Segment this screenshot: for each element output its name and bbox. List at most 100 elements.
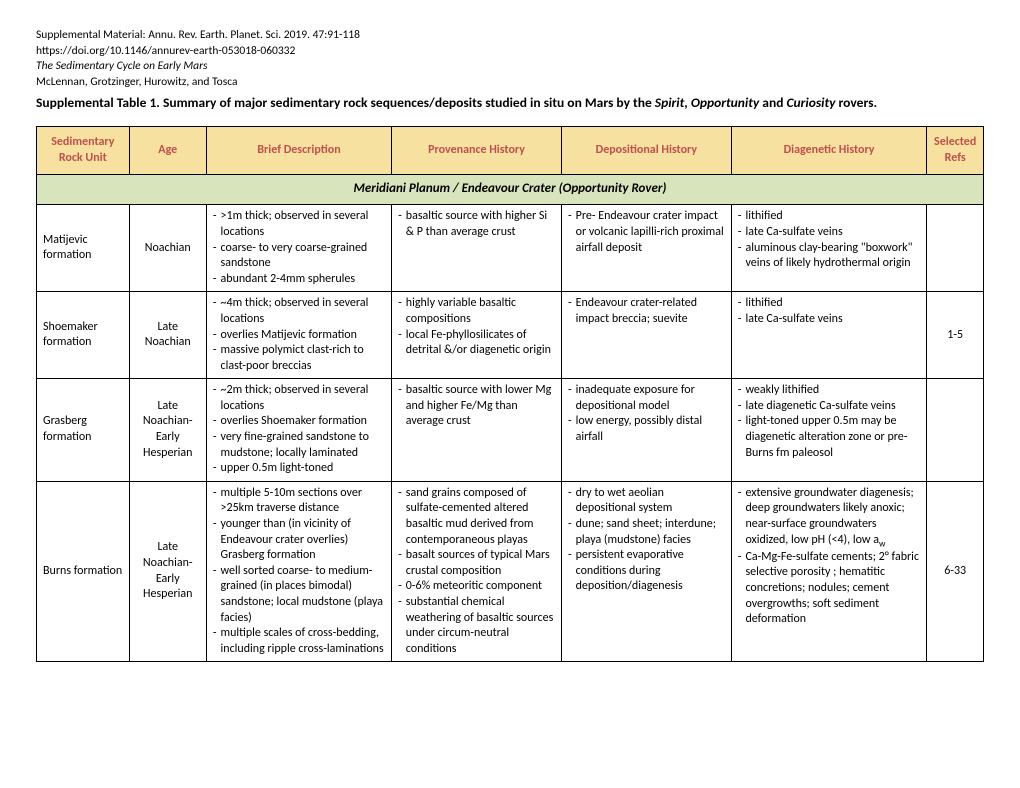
bullet-dash: - (213, 343, 221, 374)
bullet-dash: - (568, 296, 576, 327)
col-header-desc: Brief Description (206, 127, 391, 175)
col-header-unit: Sedimentary Rock Unit (37, 127, 130, 175)
bullet-item: -~2m thick; observed in several location… (213, 383, 385, 414)
bullet-text: sand grains composed of sulfate-cemented… (406, 486, 555, 548)
cell-list: -basaltic source with lower Mg and highe… (392, 379, 562, 482)
bullet-dash: - (568, 486, 576, 517)
cell-refs: 6-33 (927, 481, 984, 662)
cell-refs: 1-5 (927, 292, 984, 379)
col-header-dep: Depositional History (561, 127, 731, 175)
bullet-item: -sand grains composed of sulfate-cemente… (398, 486, 555, 548)
bullet-dash: - (738, 383, 746, 399)
col-header-refs: Selected Refs (927, 127, 984, 175)
bullet-item: -very fine-grained sandstone to mudstone… (213, 430, 385, 461)
title-part-g: rovers. (836, 94, 878, 111)
table-row: Matijevic formationNoachian->1m thick; o… (37, 205, 984, 292)
cell-list: -multiple 5-10m sections over >25km trav… (206, 481, 391, 662)
bullet-dash: - (738, 399, 746, 415)
bullet-text: coarse- to very coarse-grained sandstone (221, 241, 386, 272)
bullet-dash: - (213, 626, 221, 657)
bullet-dash: - (568, 548, 576, 595)
bullet-dash: - (568, 383, 576, 414)
cell-unit: Matijevic formation (37, 205, 130, 292)
cell-list: -highly variable basaltic compositions-l… (392, 292, 562, 379)
bullet-text: massive polymict clast-rich to clast-poo… (221, 343, 386, 374)
cell-list: -inadequate exposure for depositional mo… (561, 379, 731, 482)
bullet-dash: - (568, 517, 576, 548)
bullet-dash: - (738, 414, 746, 461)
table-body: Meridiani Planum / Endeavour Crater (Opp… (37, 175, 984, 662)
bullet-dash: - (213, 296, 221, 327)
bullet-text: substantial chemical weathering of basal… (406, 595, 555, 657)
bullet-text: ~4m thick; observed in several locations (221, 296, 386, 327)
bullet-text: Pre- Endeavour crater impact or volcanic… (576, 209, 725, 256)
cell-list: -Endeavour crater-related impact breccia… (561, 292, 731, 379)
bullet-item: -Ca-Mg-Fe-sulfate cements; 2° fabric sel… (738, 550, 921, 628)
cell-unit: Grasberg formation (37, 379, 130, 482)
bullet-text: overlies Matijevic formation (221, 328, 386, 344)
col-header-diag: Diagenetic History (731, 127, 927, 175)
cell-list: -weakly lithified-late diagenetic Ca-sul… (731, 379, 927, 482)
bullet-text: multiple 5-10m sections over >25km trave… (221, 486, 386, 517)
bullet-item: -substantial chemical weathering of basa… (398, 595, 555, 657)
bullet-item: -highly variable basaltic compositions (398, 296, 555, 327)
bullet-text: abundant 2-4mm spherules (221, 272, 386, 288)
bullet-item: -basaltic source with lower Mg and highe… (398, 383, 555, 430)
cell-list: ->1m thick; observed in several location… (206, 205, 391, 292)
title-rover-spirit: Spirit (655, 94, 684, 111)
bullet-item: -basalt sources of typical Mars crustal … (398, 548, 555, 579)
bullet-text: extensive groundwater diagenesis; deep g… (745, 486, 920, 550)
bullet-text: basalt sources of typical Mars crustal c… (406, 548, 555, 579)
bullet-dash: - (213, 272, 221, 288)
bullet-dash: - (213, 241, 221, 272)
bullet-item: -multiple 5-10m sections over >25km trav… (213, 486, 385, 517)
bullet-item: -massive polymict clast-rich to clast-po… (213, 343, 385, 374)
bullet-dash: - (398, 486, 406, 548)
bullet-item: -persistent evaporative conditions durin… (568, 548, 725, 595)
supplemental-table: Sedimentary Rock Unit Age Brief Descript… (36, 126, 984, 662)
bullet-text: ~2m thick; observed in several locations (221, 383, 386, 414)
bullet-text: late diagenetic Ca-sulfate veins (745, 399, 920, 415)
bullet-item: -lithified (738, 209, 921, 225)
bullet-item: -dune; sand sheet; interdune; playa (mud… (568, 517, 725, 548)
meta-line-4: McLennan, Grotzinger, Hurowitz, and Tosc… (36, 75, 984, 91)
bullet-dash: - (398, 579, 406, 595)
bullet-dash: - (398, 209, 406, 240)
bullet-dash: - (213, 517, 221, 564)
cell-list: -Pre- Endeavour crater impact or volcani… (561, 205, 731, 292)
bullet-dash: - (213, 564, 221, 626)
bullet-text: late Ca-sulfate veins (745, 225, 920, 241)
cell-unit: Burns formation (37, 481, 130, 662)
title-rover-opportunity: Opportunity (691, 94, 759, 111)
bullet-item: -0-6% meteoritic component (398, 579, 555, 595)
bullet-dash: - (568, 209, 576, 256)
bullet-text: basaltic source with higher Si & P than … (406, 209, 555, 240)
bullet-dash: - (738, 486, 746, 550)
cell-unit: Shoemaker formation (37, 292, 130, 379)
bullet-item: -coarse- to very coarse-grained sandston… (213, 241, 385, 272)
bullet-item: -younger than (in vicinity of Endeavour … (213, 517, 385, 564)
table-row: Grasberg formationLate Noachian-Early He… (37, 379, 984, 482)
header-meta: Supplemental Material: Annu. Rev. Earth.… (36, 28, 984, 90)
bullet-item: -~4m thick; observed in several location… (213, 296, 385, 327)
bullet-text: Endeavour crater-related impact breccia;… (576, 296, 725, 327)
bullet-item: -overlies Matijevic formation (213, 328, 385, 344)
bullet-dash: - (213, 328, 221, 344)
bullet-item: -low energy, possibly distal airfall (568, 414, 725, 445)
bullet-text: lithified (745, 296, 920, 312)
bullet-dash: - (738, 550, 746, 628)
table-row: Shoemaker formationLate Noachian-~4m thi… (37, 292, 984, 379)
bullet-item: -late Ca-sulfate veins (738, 312, 921, 328)
cell-list: -~4m thick; observed in several location… (206, 292, 391, 379)
table-title: Supplemental Table 1. Summary of major s… (36, 94, 984, 112)
bullet-item: -inadequate exposure for depositional mo… (568, 383, 725, 414)
bullet-dash: - (568, 414, 576, 445)
bullet-text: late Ca-sulfate veins (745, 312, 920, 328)
bullet-dash: - (213, 383, 221, 414)
col-header-age: Age (129, 127, 206, 175)
bullet-dash: - (398, 548, 406, 579)
bullet-item: -abundant 2-4mm spherules (213, 272, 385, 288)
bullet-text: local Fe-phyllosilicates of detrital &/o… (406, 328, 555, 359)
cell-list: -basaltic source with higher Si & P than… (392, 205, 562, 292)
table-row: Burns formationLate Noachian-Early Hespe… (37, 481, 984, 662)
